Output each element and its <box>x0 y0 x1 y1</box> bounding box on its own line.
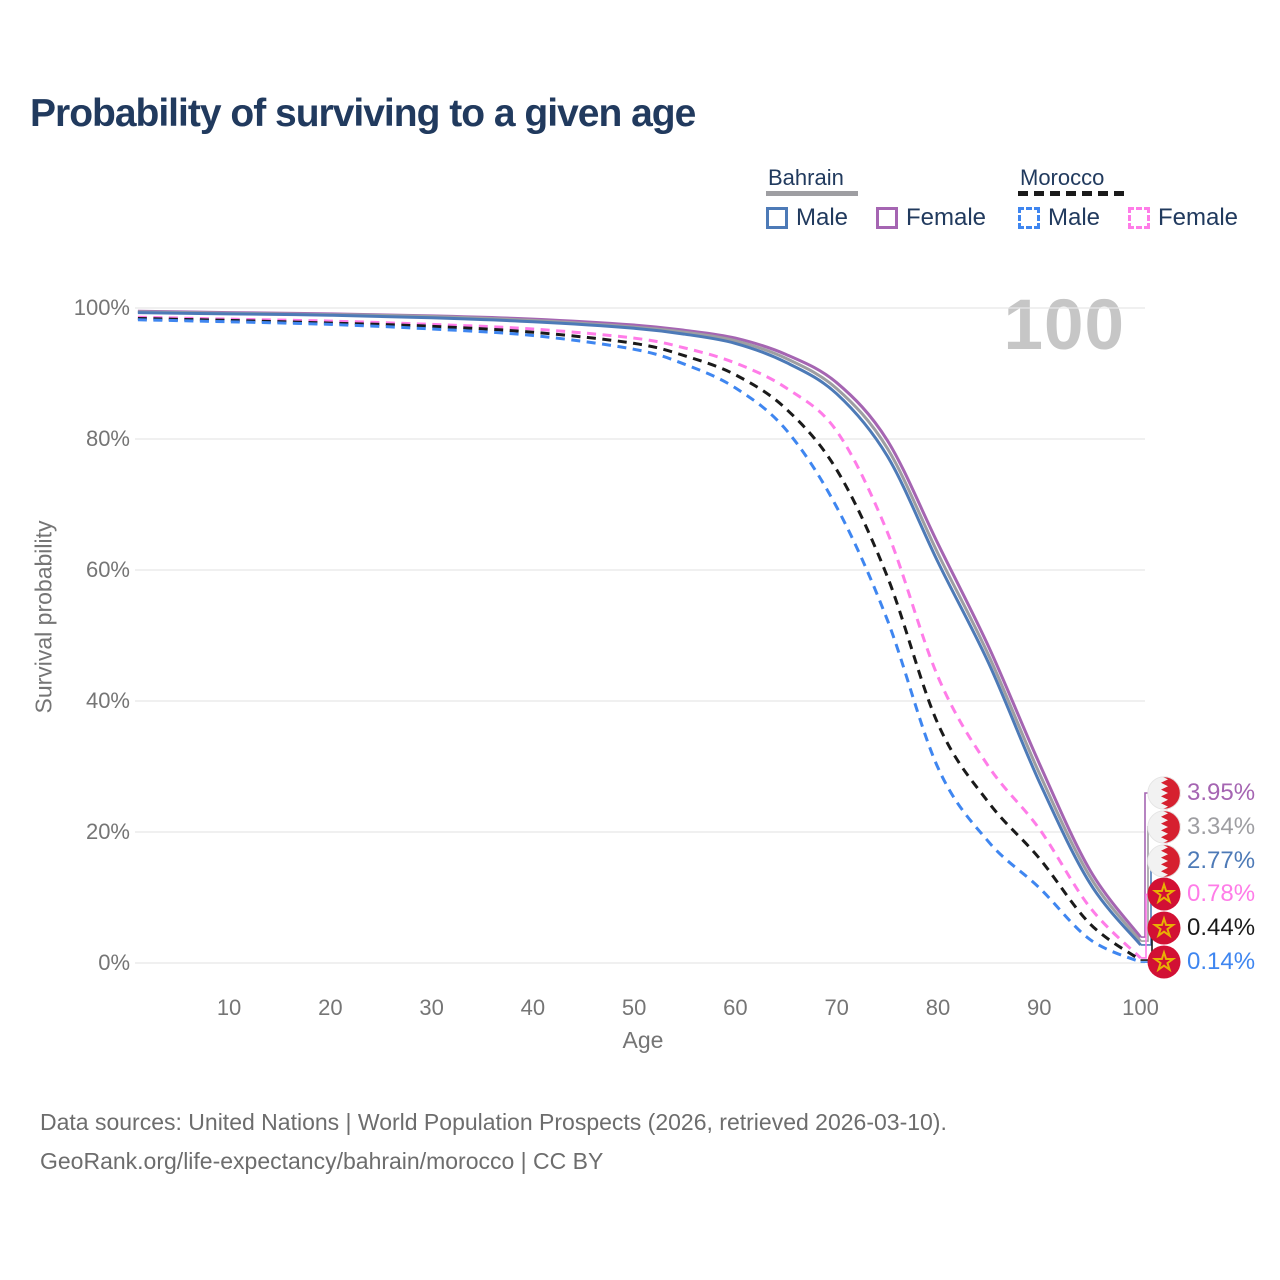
y-tick-label: 60% <box>85 557 130 582</box>
end-label-row: 3.95% <box>1147 776 1255 810</box>
x-tick-label: 10 <box>216 995 242 1020</box>
curve-morocco-male <box>137 318 1142 964</box>
x-tick-label: 20 <box>318 995 343 1020</box>
y-tick-label: 40% <box>85 688 130 713</box>
morocco-flag-icon <box>1147 877 1181 911</box>
legend-morocco-line-swatch <box>1018 191 1124 196</box>
curve-bahrain-both-sexes <box>137 310 1142 943</box>
footer-data-sources: Data sources: United Nations | World Pop… <box>40 1109 947 1135</box>
legend-swatch-bahrain-male[interactable] <box>766 207 788 229</box>
end-label-value: 0.14% <box>1187 948 1256 975</box>
x-tick-label: 50 <box>621 995 647 1020</box>
y-tick-label: 100% <box>73 295 130 320</box>
x-tick-label: 60 <box>723 995 748 1020</box>
footer-attribution: GeoRank.org/life-expectancy/bahrain/moro… <box>40 1148 604 1174</box>
x-axis-title: Age <box>622 1027 664 1053</box>
gridlines <box>135 307 1145 964</box>
legend-swatch-morocco-female[interactable] <box>1128 207 1150 229</box>
x-tick-label: 100 <box>1122 995 1159 1020</box>
end-label-value: 0.78% <box>1187 880 1256 908</box>
x-tick-label: 70 <box>824 995 849 1020</box>
y-tick-label: 0% <box>98 950 130 975</box>
legend-swatch-morocco-male[interactable] <box>1018 207 1040 229</box>
legend-bahrain-line-swatch <box>766 191 858 196</box>
curve-morocco-both-sexes <box>137 317 1142 962</box>
end-label-row: 0.78% <box>1147 877 1255 911</box>
bahrain-flag-icon <box>1147 843 1181 878</box>
morocco-flag-icon <box>1147 945 1181 979</box>
bahrain-flag-icon <box>1147 810 1181 844</box>
x-tick-label: 30 <box>419 995 444 1020</box>
end-label-row: 0.14% <box>1147 945 1255 979</box>
y-axis-title: Survival probability <box>30 520 57 714</box>
end-label-value: 2.77% <box>1187 846 1256 874</box>
legend-group-bahrain[interactable]: Bahrain <box>768 165 844 190</box>
x-tick-label: 80 <box>925 995 951 1020</box>
end-label-value: 3.34% <box>1187 812 1256 840</box>
end-label-row: 3.34% <box>1147 810 1255 844</box>
y-tick-label: 80% <box>85 426 130 451</box>
curve-bahrain-female <box>137 309 1142 939</box>
age-counter-watermark: 100 <box>1003 286 1125 365</box>
legend-label-morocco-male[interactable]: Male <box>1048 204 1101 231</box>
curve-lines <box>137 309 1142 964</box>
page-title: Probability of surviving to a given age <box>30 92 696 135</box>
x-tick-label: 40 <box>520 995 546 1020</box>
legend-swatch-bahrain-female[interactable] <box>876 207 898 229</box>
legend-label-bahrain-male[interactable]: Male <box>796 204 849 231</box>
morocco-flag-icon <box>1147 911 1181 945</box>
end-label-value: 3.95% <box>1187 779 1256 806</box>
y-tick-label: 20% <box>85 819 130 844</box>
curve-bahrain-male <box>137 311 1142 946</box>
end-label-row: 2.77% <box>1147 843 1256 878</box>
bahrain-flag-icon <box>1147 776 1181 810</box>
x-tick-label: 90 <box>1026 995 1052 1020</box>
legend-label-bahrain-female[interactable]: Female <box>906 204 987 231</box>
curve-morocco-female <box>137 315 1142 959</box>
end-label-row: 0.44% <box>1147 911 1255 945</box>
legend-label-morocco-female[interactable]: Female <box>1158 204 1239 231</box>
legend-group-morocco[interactable]: Morocco <box>1020 165 1105 190</box>
end-label-value: 0.44% <box>1187 914 1256 942</box>
